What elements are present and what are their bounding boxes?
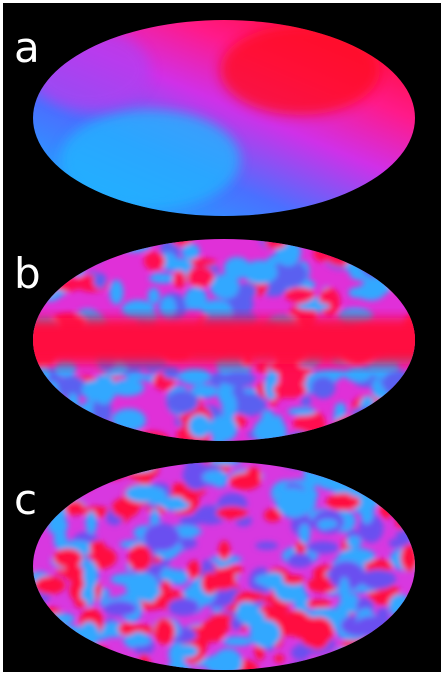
fluctuation [123,634,152,646]
fluctuation [54,529,67,550]
fluctuation [188,414,211,438]
fluctuation [173,271,186,289]
fluctuation [90,541,106,554]
fluctuation [144,523,180,551]
fluctuation [288,407,317,415]
fluctuation [238,283,257,299]
fluctuation [35,576,66,594]
panel-label: c [14,475,37,524]
fluctuation [64,564,83,581]
fluctuation [346,536,362,548]
fluctuation [236,601,258,623]
fluctuation [118,623,136,636]
fluctuation [166,390,198,413]
fluctuation [277,486,290,505]
fluctuation [126,373,149,381]
fluctuation [261,572,285,590]
fluctuation [285,287,315,302]
figure: a b c [0,0,444,675]
fluctuation [255,542,278,550]
fluctuation [299,523,310,545]
fluctuation [307,599,332,608]
fluctuation [345,367,372,382]
fluctuation [179,368,211,385]
fluctuation [361,569,396,589]
fluctuation [160,296,176,318]
fluctuation [109,280,123,305]
fluctuation [202,470,228,483]
fluctuation [311,377,335,399]
fluctuation [339,577,349,607]
fluctuation [296,302,330,310]
fluctuation [348,287,366,298]
fluctuation [154,618,175,644]
fluctuation [292,626,307,638]
fluctuation [169,570,188,585]
fluctuation [181,244,199,260]
fluctuation [319,288,340,316]
fluctuation [198,620,226,642]
fluctuation [372,379,382,398]
fluctuation [274,654,284,663]
fluctuation [229,473,260,490]
fluctuation [202,572,218,594]
fluctuation [185,287,207,311]
fluctuation [389,538,402,547]
fluctuation [74,599,86,607]
fluctuation [219,541,231,561]
fluctuation [210,415,238,442]
fluctuation [85,511,97,535]
fluctuation [335,403,346,416]
fluctuation [175,644,199,657]
fluctuation [125,573,158,600]
fluctuation [283,575,304,585]
fluctuation [187,560,201,579]
fluctuation [93,273,107,289]
panel-label: a [14,23,40,72]
fluctuation [222,371,255,386]
fluctuation [273,381,306,398]
fluctuation [92,374,116,404]
fluctuation [317,519,338,528]
fluctuation [179,516,201,527]
fluctuation [103,601,137,616]
fluctuation [250,619,282,648]
fluctuation [259,605,289,614]
fluctuation [53,548,82,567]
fluctuation [125,484,162,502]
fluctuation [289,273,299,282]
fluctuation [287,553,312,567]
fluctuation [122,300,155,319]
fluctuation [162,366,179,379]
fluctuation [216,506,248,519]
fluctuation [187,267,214,288]
fluctuation [144,252,165,271]
panel-label: b [14,249,41,298]
fluctuation [168,598,200,616]
fluctuation [235,591,265,602]
fluctuation [149,273,177,283]
fluctuation [232,393,266,416]
page: {"panels": [{"label": "a"}, {"label": "b… [0,0,444,675]
fluctuation [301,396,311,407]
fluctuation [224,257,251,279]
fluctuation [307,541,339,553]
fluctuation [148,288,160,304]
fluctuation [128,544,152,571]
fluctuation [182,489,196,503]
fluctuation [222,636,253,646]
fluctuation [83,561,99,590]
